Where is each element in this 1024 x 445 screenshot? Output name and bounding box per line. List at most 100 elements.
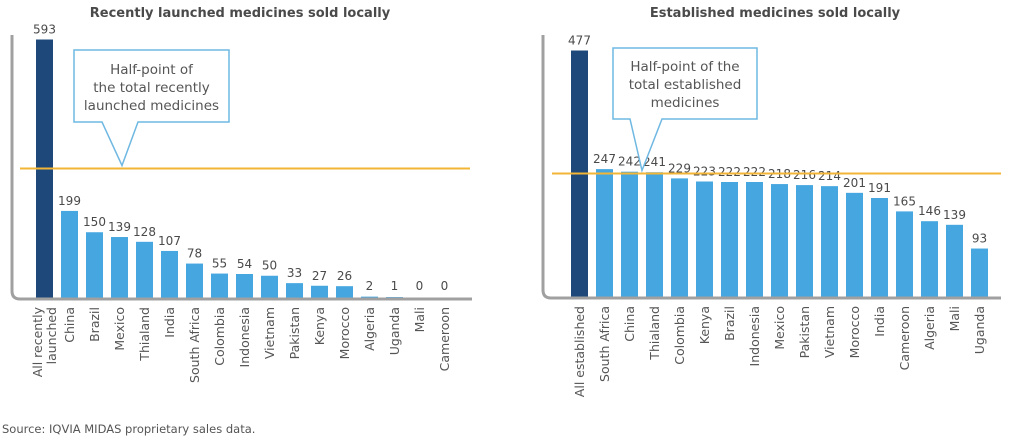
category-label: All recentlylaunched xyxy=(30,306,59,377)
category-label: South Africa xyxy=(187,307,202,383)
category-label: Mexico xyxy=(112,307,127,351)
bar xyxy=(286,283,303,298)
category-label-line: Mali xyxy=(412,307,427,332)
value-label: 150 xyxy=(83,215,106,229)
category-label: Vietnam xyxy=(262,307,277,359)
category-label-line: Indonesia xyxy=(747,306,762,366)
category-label: Kenya xyxy=(312,307,327,345)
value-label: 247 xyxy=(593,152,616,166)
category-label-line: Thialand xyxy=(647,306,662,361)
bar xyxy=(311,285,328,298)
bar xyxy=(621,171,638,297)
category-label: Thialand xyxy=(137,307,152,362)
category-label-line: Algeria xyxy=(362,307,377,351)
category-label-line: Brazil xyxy=(87,307,102,342)
value-label: 146 xyxy=(918,204,941,218)
bar xyxy=(111,237,128,298)
bar xyxy=(161,250,178,298)
category-label: Indonesia xyxy=(237,307,252,367)
half-point-callout xyxy=(73,49,230,168)
callout-text: Half-point of the xyxy=(630,59,739,75)
callout-text: medicines xyxy=(651,95,720,111)
category-label-line: Colombia xyxy=(672,306,687,365)
bar xyxy=(596,169,613,297)
value-label: 1 xyxy=(391,279,399,293)
chart-title: Established medicines sold locally xyxy=(650,6,901,21)
value-label: 222 xyxy=(743,165,766,179)
category-label-line: Vietnam xyxy=(822,306,837,358)
value-label: 165 xyxy=(893,194,916,208)
value-label: 241 xyxy=(643,155,666,169)
category-label: Brazil xyxy=(722,306,737,341)
value-label: 223 xyxy=(693,164,716,178)
category-label-line: Mexico xyxy=(112,307,127,351)
value-label: 216 xyxy=(793,168,816,182)
bar xyxy=(361,296,378,298)
category-label-line: Brazil xyxy=(722,306,737,341)
category-label-line: Vietnam xyxy=(262,307,277,359)
category-label-line: Pakistan xyxy=(287,307,302,359)
category-label: Morocco xyxy=(847,306,862,358)
value-label: 242 xyxy=(618,155,641,169)
category-label: Brazil xyxy=(87,307,102,342)
category-label: Morocco xyxy=(337,307,352,359)
value-label: 54 xyxy=(237,257,252,271)
category-label: Cameroon xyxy=(897,306,912,370)
bar xyxy=(721,182,738,297)
category-label: Algeria xyxy=(922,306,937,350)
chart-panel-2: Established medicines sold locally 477 All… xyxy=(541,6,1001,397)
category-label-line: China xyxy=(62,307,77,343)
value-label: 26 xyxy=(337,269,352,283)
bar xyxy=(921,221,938,297)
chart-panel-1: Recently launched medicines sold locally… xyxy=(10,6,472,383)
callout-text: launched medicines xyxy=(84,98,219,114)
bar xyxy=(261,275,278,298)
value-label: 27 xyxy=(312,269,327,283)
value-label: 33 xyxy=(287,266,302,280)
value-label: 2 xyxy=(366,279,374,293)
category-label-line: Morocco xyxy=(337,307,352,359)
category-label: Kenya xyxy=(697,306,712,344)
category-label: India xyxy=(162,307,177,338)
category-label-line: Morocco xyxy=(847,306,862,358)
category-label: Thialand xyxy=(647,306,662,361)
value-label: 199 xyxy=(58,194,81,208)
category-label-line: All recently xyxy=(30,306,45,377)
category-label-line: Thialand xyxy=(137,307,152,362)
value-label: 139 xyxy=(943,208,966,222)
callout-text: total established xyxy=(629,77,742,93)
bar xyxy=(136,241,153,298)
category-label: Mali xyxy=(947,306,962,331)
value-label: 229 xyxy=(668,161,691,175)
axis-frame xyxy=(541,35,1001,300)
category-label-line: Uganda xyxy=(387,307,402,355)
category-label: Uganda xyxy=(972,306,987,354)
category-label-line: Indonesia xyxy=(237,307,252,367)
chart-title: Recently launched medicines sold locally xyxy=(90,6,391,21)
bar xyxy=(61,210,78,298)
value-label: 222 xyxy=(718,165,741,179)
value-label: 55 xyxy=(212,257,227,271)
category-label: Algeria xyxy=(362,307,377,351)
category-label-line: Mexico xyxy=(772,306,787,350)
bar xyxy=(746,182,763,297)
category-label-line: launched xyxy=(44,307,59,364)
value-label: 0 xyxy=(416,279,424,293)
value-label: 593 xyxy=(33,23,56,37)
bar xyxy=(846,192,863,297)
category-label: Uganda xyxy=(387,307,402,355)
category-label-line: Cameroon xyxy=(897,306,912,370)
bar xyxy=(186,263,203,298)
bar xyxy=(696,181,713,297)
category-label: Colombia xyxy=(212,307,227,366)
category-label: Vietnam xyxy=(822,306,837,358)
category-label: Cameroon xyxy=(437,307,452,371)
category-label: Mexico xyxy=(772,306,787,350)
category-label-line: India xyxy=(872,306,887,337)
category-label: All established xyxy=(572,306,587,397)
value-label: 78 xyxy=(187,247,202,261)
axis-frame xyxy=(10,35,472,301)
category-label-line: China xyxy=(622,306,637,342)
value-label: 201 xyxy=(843,176,866,190)
